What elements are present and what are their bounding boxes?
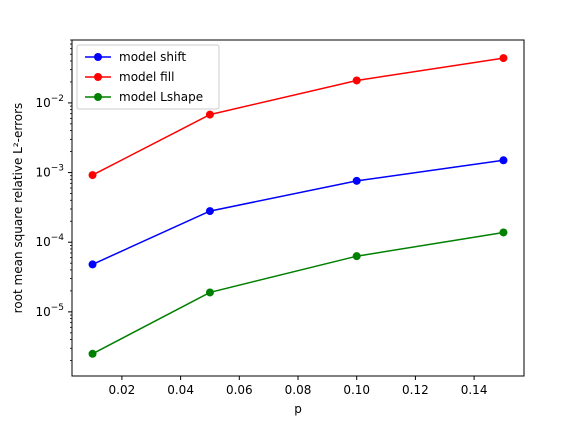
data-point [499,228,508,237]
legend: model shift model fill model Lshape [76,44,220,110]
data-point [205,110,214,119]
x-tick-label: 0.10 [343,383,370,397]
legend-marker [94,53,102,61]
series-line-1 [92,57,504,176]
legend-marker [94,73,102,81]
x-tick-label: 0.12 [402,383,429,397]
plot-frame [71,39,525,377]
series-line-2 [92,231,504,355]
y-tick-label: 10−3 [35,164,64,180]
x-tick-label: 0.06 [226,383,253,397]
data-point [88,171,97,180]
x-axis-label: p [294,402,302,416]
data-point [205,288,214,297]
legend-label: model fill [119,70,174,84]
x-axis-ticks: 0.02 0.04 0.06 0.08 0.10 0.12 0.14 [109,376,488,397]
y-tick-label: 10−5 [35,303,64,319]
x-tick-label: 0.08 [285,383,312,397]
data-point [88,260,97,269]
x-tick-label: 0.04 [167,383,194,397]
legend-label: model Lshape [119,90,203,104]
y-axis-label: root mean square relative L²-errors [11,103,25,314]
y-tick-label: 10−2 [35,94,64,110]
data-point [352,176,361,185]
data-point [205,207,214,216]
data-point [88,349,97,358]
legend-box [76,44,220,110]
data-point [499,54,508,63]
data-point [352,252,361,261]
series-layer [88,54,508,358]
y-tick-label: 10−4 [35,233,64,249]
data-point [352,76,361,85]
legend-label: model shift [119,50,186,64]
data-point [499,156,508,165]
x-tick-label: 0.02 [109,383,136,397]
x-tick-label: 0.14 [461,383,488,397]
legend-marker [94,93,102,101]
series-line-0 [92,159,504,266]
y-axis-ticks: 10−5 10−4 10−3 10−2 [35,39,72,361]
